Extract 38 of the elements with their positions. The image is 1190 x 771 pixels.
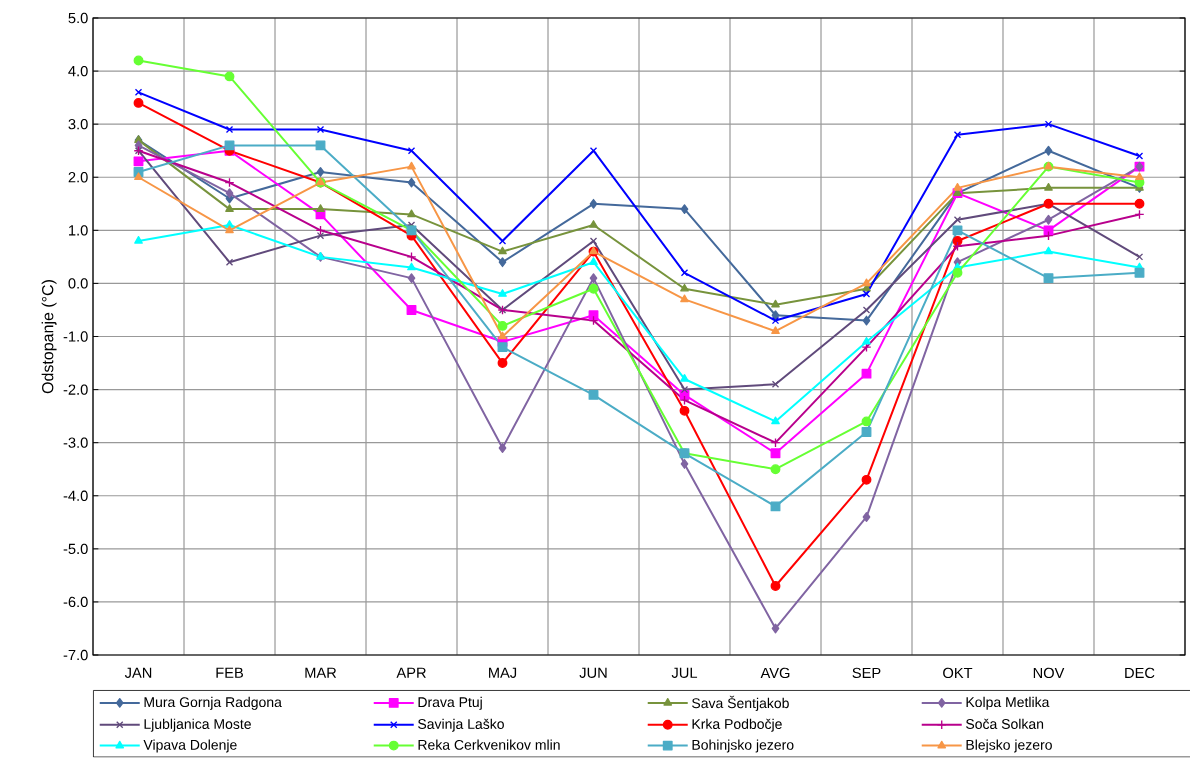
x-tick-label: FEB [216, 667, 243, 678]
y-axis-title: Odstopanje (°C) [41, 280, 57, 394]
x-tick-label: OKT [943, 667, 973, 679]
y-tick-label: -1.0 [63, 331, 88, 342]
x-tick-label: NOV [1033, 667, 1065, 679]
x-tick-label: DEC [1125, 667, 1155, 679]
x-tick-label: MAJ [489, 667, 517, 678]
y-tick-label: 4.0 [68, 65, 88, 77]
legend-label: Ljubljanica Moste [144, 718, 251, 732]
y-tick-label: 3.0 [68, 118, 88, 130]
y-tick-label: -2.0 [63, 384, 88, 395]
y-tick-label: -3.0 [63, 437, 88, 448]
x-tick-label: AVG [760, 667, 790, 679]
legend-label: Bohinjsko jezero [692, 739, 794, 753]
legend-label: Blejsko jezero [966, 739, 1052, 753]
legend-label: Savinja Laško [418, 718, 504, 732]
y-tick-label: -7.0 [63, 649, 88, 661]
y-tick-label: 1.0 [69, 225, 88, 236]
legend-label: Soča Solkan [966, 718, 1044, 730]
x-tick-label: MAR [305, 667, 337, 678]
x-tick-label: JUN [579, 667, 607, 678]
y-tick-label: 0.0 [68, 278, 88, 289]
y-tick-label: -5.0 [63, 543, 88, 555]
y-tick-label: -4.0 [63, 490, 88, 501]
legend-label: Drava Ptuj [418, 696, 482, 710]
legend-label: Kolpa Metlika [966, 696, 1050, 710]
y-tick-label: -6.0 [63, 596, 88, 608]
legend-label: Reka Cerkvenikov mlin [418, 739, 560, 750]
x-tick-label: SEP [852, 667, 881, 679]
legend-label: Mura Gornja Radgona [144, 696, 282, 710]
legend-label: Krka Podbočje [692, 718, 782, 732]
y-tick-label: 2.0 [68, 172, 88, 183]
x-tick-label: JUL [671, 667, 698, 678]
legend-label: Sava Šentjakob [692, 695, 789, 711]
legend-label: Vipava Dolenje [143, 739, 237, 753]
x-tick-label: JAN [124, 667, 152, 678]
x-tick-label: APR [396, 667, 426, 678]
y-tick-label: 5.0 [68, 12, 88, 24]
